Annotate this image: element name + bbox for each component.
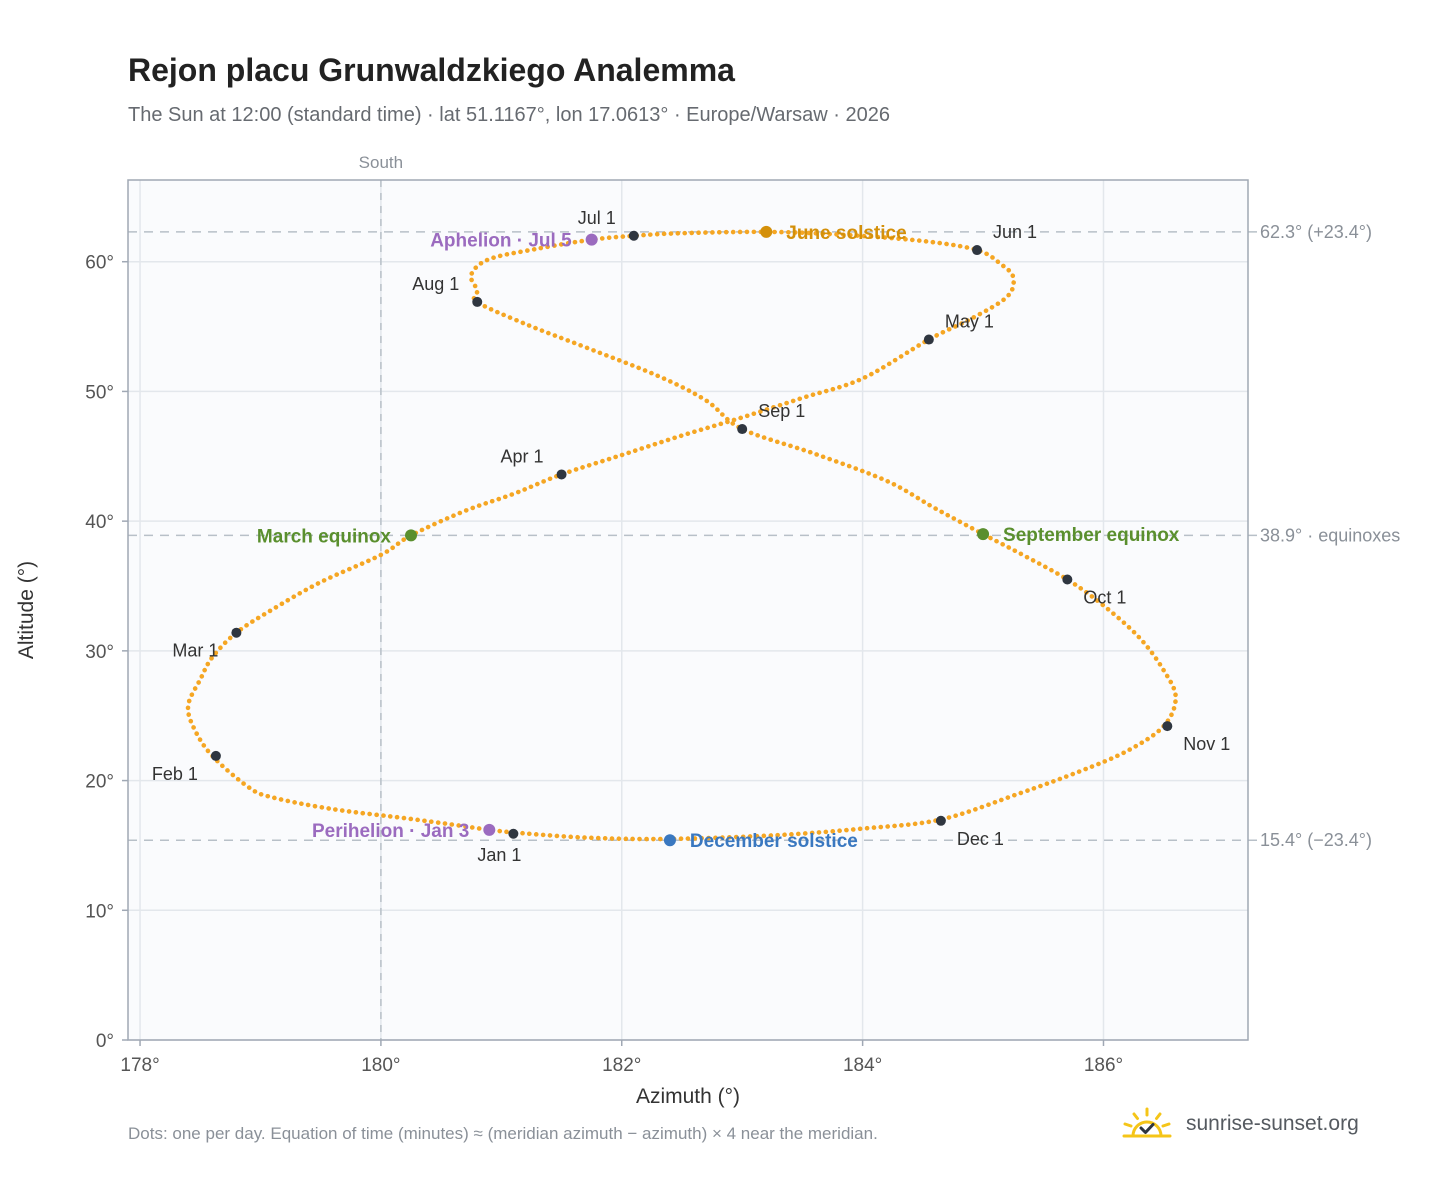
event-label: Aphelion · Jul 5 bbox=[430, 231, 572, 252]
event-label: March equinox bbox=[257, 526, 392, 547]
month-marker bbox=[210, 750, 221, 761]
event-label: September equinox bbox=[1003, 525, 1180, 546]
x-axis-title: Azimuth (°) bbox=[636, 1085, 740, 1108]
y-tick-label: 10° bbox=[85, 901, 114, 922]
month-label: Feb 1 bbox=[152, 764, 198, 784]
y-tick-label: 0° bbox=[96, 1031, 114, 1052]
plot-area bbox=[128, 180, 1248, 1040]
y-tick-label: 40° bbox=[85, 512, 114, 533]
month-marker bbox=[1062, 574, 1073, 585]
x-tick-label: 186° bbox=[1084, 1055, 1123, 1076]
x-tick-label: 178° bbox=[120, 1055, 159, 1076]
event-marker bbox=[483, 823, 496, 836]
month-label: Mar 1 bbox=[172, 641, 218, 661]
event-marker bbox=[977, 528, 990, 541]
reference-line-label: 38.9° · equinoxes bbox=[1260, 525, 1400, 545]
x-tick-label: 182° bbox=[602, 1055, 641, 1076]
month-marker bbox=[556, 469, 567, 480]
y-tick-label: 60° bbox=[85, 253, 114, 274]
y-axis-title: Altitude (°) bbox=[15, 561, 38, 659]
month-marker bbox=[231, 627, 242, 638]
reference-line-label: 15.4° (−23.4°) bbox=[1260, 830, 1372, 850]
y-tick-label: 20° bbox=[85, 772, 114, 793]
month-marker bbox=[923, 334, 934, 345]
meridian-label: South bbox=[359, 153, 403, 172]
month-label: Oct 1 bbox=[1083, 588, 1126, 608]
event-label: Perihelion · Jan 3 bbox=[312, 821, 469, 842]
event-marker bbox=[760, 225, 773, 238]
month-marker bbox=[508, 828, 519, 839]
plot-frame bbox=[127, 179, 1249, 1041]
y-tick-label: 50° bbox=[85, 382, 114, 403]
chart-subtitle: The Sun at 12:00 (standard time) · lat 5… bbox=[128, 104, 890, 126]
event-label: June solstice bbox=[786, 223, 906, 244]
x-tick-label: 184° bbox=[843, 1055, 882, 1076]
footnote: Dots: one per day. Equation of time (min… bbox=[128, 1124, 878, 1143]
month-label: Aug 1 bbox=[412, 274, 459, 294]
sun-check-icon bbox=[1122, 1107, 1172, 1138]
month-marker bbox=[737, 424, 748, 435]
month-marker bbox=[1162, 721, 1173, 732]
chart-title: Rejon placu Grunwaldzkiego Analemma bbox=[128, 52, 735, 88]
month-label: Sep 1 bbox=[758, 401, 805, 421]
month-marker bbox=[472, 296, 483, 307]
event-marker bbox=[405, 529, 418, 542]
month-label: Dec 1 bbox=[957, 829, 1004, 849]
month-markers: Jan 1 Feb 1 Mar 1 Apr 1 May 1 Jun 1 Jul 1 Aug 1… bbox=[152, 208, 1230, 865]
month-label: Jul 1 bbox=[578, 208, 616, 228]
analemma-dots bbox=[185, 229, 1179, 842]
reference-line-label: 62.3° (+23.4°) bbox=[1260, 222, 1372, 242]
event-markers: June solstice December solstice March equi… bbox=[257, 223, 1180, 852]
month-label: Jan 1 bbox=[477, 845, 521, 865]
analemma-path bbox=[185, 229, 1179, 842]
axes: 178° 180° 182° 184° 186° 0° 10° 20° 30° 40° 50° 60°… bbox=[15, 253, 1123, 1108]
month-marker bbox=[628, 230, 639, 241]
brand-name: sunrise-sunset.org bbox=[1186, 1112, 1359, 1135]
y-tick-label: 30° bbox=[85, 642, 114, 663]
month-label: Jun 1 bbox=[993, 222, 1037, 242]
x-tick-label: 180° bbox=[361, 1055, 400, 1076]
brand-logo[interactable]: sunrise-sunset.org bbox=[1120, 1104, 1359, 1144]
month-marker bbox=[935, 815, 946, 826]
event-marker bbox=[663, 834, 676, 847]
month-label: Nov 1 bbox=[1183, 734, 1230, 754]
event-marker bbox=[585, 233, 598, 246]
month-marker bbox=[972, 245, 983, 256]
event-label: December solstice bbox=[690, 831, 858, 852]
month-label: May 1 bbox=[945, 312, 994, 332]
month-label: Apr 1 bbox=[501, 446, 544, 466]
